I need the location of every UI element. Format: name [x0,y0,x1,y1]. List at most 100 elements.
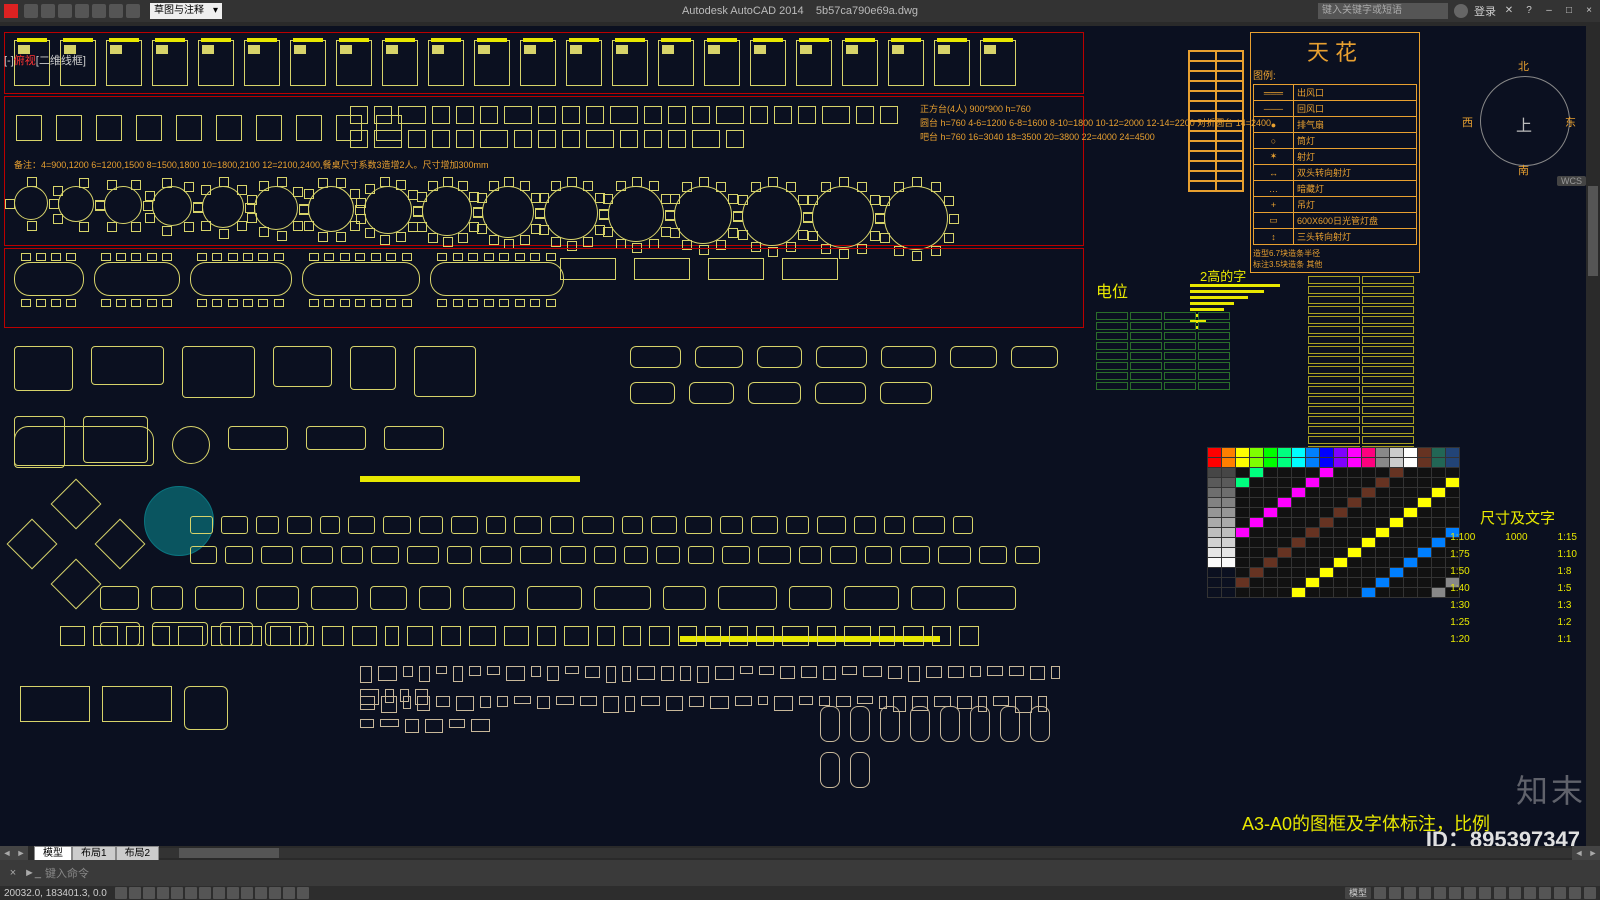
grid-toggle-icon[interactable] [129,887,141,899]
status-toggle-icon[interactable] [1509,887,1521,899]
small-seat [126,626,144,646]
qat-undo-icon[interactable] [109,4,123,18]
swatch-cell [1306,578,1320,588]
swatch-cell [1418,588,1432,598]
compass-top[interactable]: 上 [1516,112,1532,136]
chair-block [21,253,31,261]
small-block [398,106,426,124]
wcs-label[interactable]: WCS [1557,176,1586,186]
misc-block [857,696,873,704]
chair-block [336,178,346,188]
yellow-bar [360,476,580,482]
chair-block [304,221,314,231]
maximize-button[interactable]: □ [1562,4,1576,18]
swatch-cell [1376,518,1390,528]
lwt-toggle-icon[interactable] [241,887,253,899]
square-table-group [294,106,324,150]
exchange-icon[interactable]: ✕ [1502,4,1516,18]
chair-block [599,210,609,220]
status-toggle-icon[interactable] [1494,887,1506,899]
ortho-toggle-icon[interactable] [143,887,155,899]
status-toggle-icon[interactable] [1389,887,1401,899]
h-scroll-right-icon[interactable]: ► [1586,846,1600,860]
sc-toggle-icon[interactable] [283,887,295,899]
am-toggle-icon[interactable] [297,887,309,899]
status-toggle-icon[interactable] [1449,887,1461,899]
grid-row [1308,396,1414,404]
login-button[interactable]: 登录 [1474,3,1496,19]
desk-block [560,258,616,280]
h-scroll-track[interactable] [159,848,1572,858]
layout-tab[interactable]: 模型 [34,846,72,860]
grid-row [1308,316,1414,324]
viewport-controls[interactable]: [-]俯视[二维线框] [4,52,86,68]
chair-block [458,181,468,191]
tpy-toggle-icon[interactable] [255,887,267,899]
command-line[interactable]: × ►_ 键入命令 [0,860,1600,886]
swatch-cell [1250,478,1264,488]
vertical-scrollbar[interactable] [1586,26,1600,846]
swatch-cell [1236,518,1250,528]
vp-minus[interactable]: [-] [4,55,14,67]
workspace-dropdown[interactable]: 草图与注释 [150,3,222,19]
sofa-block [256,586,299,610]
h-scroll-left-icon[interactable]: ◄ [1572,846,1586,860]
status-toggle-icon[interactable] [1524,887,1536,899]
misc-block [381,696,397,713]
qat-plot-icon[interactable] [92,4,106,18]
grid-cell [1362,426,1414,434]
qat-saveas-icon[interactable] [75,4,89,18]
vp-style[interactable]: [二维线框] [36,55,86,67]
status-toggle-icon[interactable] [1419,887,1431,899]
qat-save-icon[interactable] [58,4,72,18]
qp-toggle-icon[interactable] [269,887,281,899]
swatch-cell [1222,458,1236,468]
status-toggle-icon[interactable] [1584,887,1596,899]
model-space-button[interactable]: 模型 [1345,887,1371,899]
otrack-toggle-icon[interactable] [199,887,211,899]
seat-block [938,546,971,564]
tab-scroll-left-icon[interactable]: ◄ [0,846,14,860]
polar-toggle-icon[interactable] [157,887,169,899]
help-icon[interactable]: ? [1522,4,1536,18]
v-scroll-thumb[interactable] [1588,186,1598,276]
cmdline-close-icon[interactable]: × [6,867,20,879]
viewcube[interactable]: 北 南 西 东 上 WCS [1460,56,1590,186]
snap-toggle-icon[interactable] [115,887,127,899]
dyn-toggle-icon[interactable] [227,887,239,899]
app-logo-icon[interactable] [4,4,18,18]
minimize-button[interactable]: – [1542,4,1556,18]
status-toggle-icon[interactable] [1569,887,1581,899]
qat-redo-icon[interactable] [126,4,140,18]
vp-view[interactable]: 俯视 [14,55,36,67]
status-toggle-icon[interactable] [1554,887,1566,899]
status-toggle-icon[interactable] [1539,887,1551,899]
status-toggle-icon[interactable] [1479,887,1491,899]
swatch-cell [1306,588,1320,598]
qat-new-icon[interactable] [24,4,38,18]
close-button[interactable]: × [1582,4,1596,18]
command-input[interactable]: 键入命令 [45,865,545,881]
layout-tab[interactable]: 布局2 [116,846,160,860]
tab-scroll-right-icon[interactable]: ► [14,846,28,860]
swatch-cell [1236,578,1250,588]
layout-tab[interactable]: 布局1 [72,846,116,860]
h-scroll-thumb[interactable] [179,848,279,858]
user-avatar-icon[interactable] [1454,4,1468,18]
osnap-toggle-icon[interactable] [171,887,183,899]
status-toggle-icon[interactable] [1434,887,1446,899]
drawing-canvas[interactable]: [-]俯视[二维线框] 正方台(4人) 900*900 h=760 圆台 h=7… [0,26,1600,860]
status-toggle-icon[interactable] [1404,887,1416,899]
status-toggle-icon[interactable] [1374,887,1386,899]
swatch-cell [1306,568,1320,578]
swatch-cell [1376,558,1390,568]
mini-legend-row [1189,81,1243,91]
3dosnap-toggle-icon[interactable] [185,887,197,899]
ducs-toggle-icon[interactable] [213,887,225,899]
misc-block [585,666,600,678]
swatch-cell [1362,548,1376,558]
status-toggle-icon[interactable] [1464,887,1476,899]
scale-item: 1:5 [1558,583,1577,594]
qat-open-icon[interactable] [41,4,55,18]
search-input[interactable]: 键入关键字或短语 [1318,3,1448,19]
